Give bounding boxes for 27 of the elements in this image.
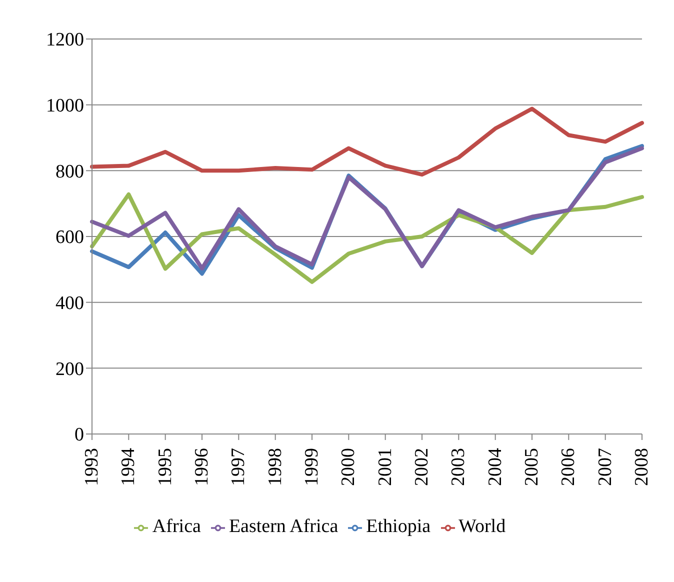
x-tick-label: 2002: [412, 448, 432, 486]
y-tick-label: 200: [56, 358, 84, 380]
x-tick-label: 2005: [522, 448, 542, 486]
x-tick-label: 2007: [594, 448, 616, 486]
x-tick-label: 1999: [302, 448, 322, 486]
x-tick-label: 2001: [374, 448, 396, 486]
y-tick-label: 0: [74, 424, 84, 446]
y-tick-label: 600: [56, 227, 84, 248]
legend-label: Africa: [152, 516, 201, 537]
x-tick-label: 1996: [192, 448, 212, 486]
x-tick-label: 1998: [264, 448, 286, 486]
y-tick-label: 1000: [46, 96, 84, 117]
y-tick-label: 800: [56, 161, 84, 182]
x-tick-label: 2003: [448, 448, 470, 486]
legend-label: Eastern Africa: [228, 516, 338, 537]
x-tick-label: 2006: [558, 448, 580, 486]
legend-label: World: [458, 516, 506, 537]
x-tick-label: 1997: [228, 448, 250, 486]
x-tick-label: 1995: [154, 448, 176, 486]
x-tick-label: 2004: [484, 448, 506, 486]
y-tick-label: 1200: [46, 30, 84, 51]
y-tick-label: 400: [56, 293, 84, 314]
x-tick-label: 2008: [632, 448, 652, 486]
x-tick-label: 2000: [338, 448, 360, 486]
x-tick-label: 1994: [118, 448, 140, 486]
legend-label: Ethiopia: [366, 516, 431, 537]
x-tick-label: 1993: [82, 448, 102, 486]
